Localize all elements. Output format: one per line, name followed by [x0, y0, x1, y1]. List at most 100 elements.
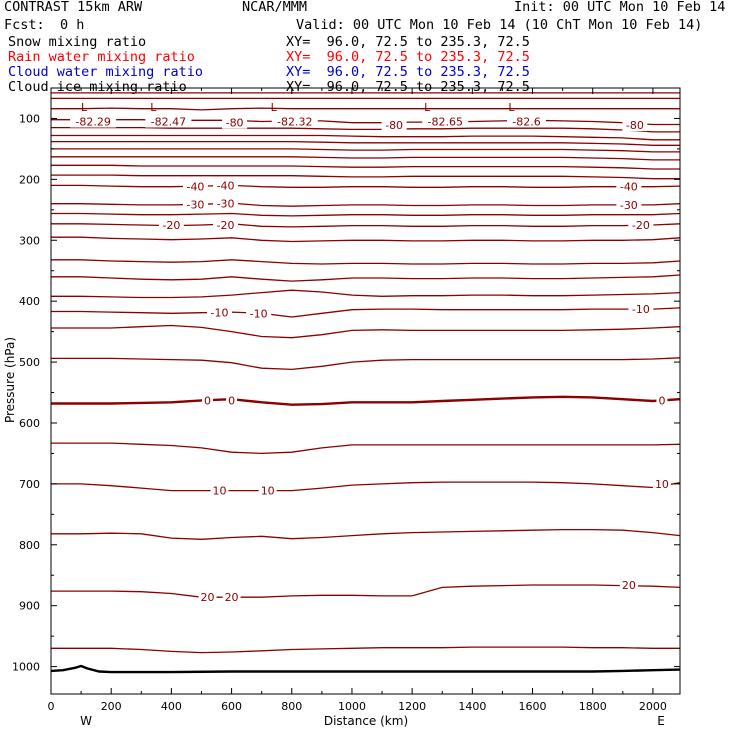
x-axis-end-right: E [657, 714, 665, 728]
contour-label-bg [222, 115, 248, 129]
field-label-cloud-water: Cloud water mixing ratio [8, 64, 204, 80]
contour-label: 10 [213, 485, 227, 498]
contour-label: 20 [622, 579, 636, 592]
field-label-cloud-ice: Cloud ice mixing ratio [8, 79, 187, 95]
y-tick-label: 200 [19, 173, 40, 186]
low-marker: L [271, 101, 278, 114]
contour-label-bg [222, 590, 241, 604]
contour-label: -40 [620, 181, 638, 194]
plot-frame [50, 87, 681, 695]
contour-label: -30 [186, 198, 204, 211]
forecast-label: Fcst: [4, 17, 45, 33]
x-tick-label: 1600 [519, 700, 547, 713]
y-tick-label: 1000 [12, 661, 40, 674]
contour-label: -82.6 [512, 115, 540, 128]
contour-label-bg [616, 197, 642, 211]
contour-label-bg [628, 218, 654, 232]
contour-line [51, 324, 681, 339]
x-axis: 0 200 400 600 800 1000 1200 1400 1600 1800 2000 [48, 88, 667, 713]
x-axis-end-left: W [80, 714, 92, 728]
contour-label: -10 [632, 303, 650, 316]
field-label-rain: Rain water mixing ratio [8, 49, 195, 65]
field-xy-cloud-ice: XY= 96.0, 72.5 to 235.3, 72.5 [286, 79, 530, 95]
x-tick-label: 200 [101, 700, 122, 713]
chart-title: CONTRAST 15km ARW [4, 0, 143, 15]
low-marker: L [508, 101, 515, 114]
terrain-surface [50, 664, 681, 674]
contour-line [51, 156, 680, 161]
contour-line [51, 184, 681, 188]
contour-label: -10 [211, 307, 229, 320]
contour-label: -82.32 [277, 115, 312, 128]
x-tick-label: 1800 [579, 700, 607, 713]
contour-line [51, 307, 681, 318]
contour-label: 10 [655, 478, 669, 491]
contour-label: -20 [632, 219, 650, 232]
x-tick-label: 1200 [398, 700, 426, 713]
y-tick-label: 400 [19, 295, 40, 308]
x-tick-label: 600 [221, 700, 242, 713]
contour-label: -80 [385, 119, 403, 132]
contour-line [51, 357, 681, 371]
contour-label-bg [213, 196, 239, 210]
contour-label: 0 [228, 394, 235, 407]
contour-label-bg [201, 393, 213, 407]
contour-line [51, 584, 681, 598]
contour-line [51, 395, 681, 406]
contour-line [51, 259, 681, 265]
contour-label: -30 [620, 199, 638, 212]
contour-label-bg [619, 577, 638, 591]
contour-line [51, 148, 680, 153]
contour-line [51, 274, 681, 282]
contour-line [51, 212, 681, 217]
contour-label-bg [158, 218, 184, 232]
valid-time: Valid: 00 UTC Mon 10 Feb 14 (10 ChT Mon … [296, 17, 703, 33]
low-marker: L [424, 101, 431, 114]
contour-line [51, 119, 680, 126]
contour-label-bg [271, 114, 318, 128]
field-xy-rain: XY= 96.0, 72.5 to 235.3, 72.5 [286, 49, 530, 65]
contour-labels: -82.29 -82.47 -80 -82.32 -80 -82.65 -82.6 -80 -4… [70, 114, 671, 604]
contour-label-bg [258, 483, 277, 497]
contour-line [51, 646, 680, 654]
contour-line [51, 481, 681, 492]
x-tick-label: 1400 [458, 700, 486, 713]
contour-line [51, 528, 681, 540]
contour-label: 10 [261, 485, 275, 498]
y-tick-label: 300 [19, 234, 40, 247]
init-time: Init: 00 UTC Mon 10 Feb 14 [514, 0, 726, 15]
low-marker: L [150, 101, 157, 114]
contour-label-bg [507, 114, 547, 128]
y-tick-label: 100 [19, 112, 40, 125]
terrain-line [50, 664, 681, 674]
contour-label-bg [422, 114, 469, 128]
contour-label: -10 [250, 307, 268, 320]
contour-label: -20 [162, 219, 180, 232]
forecast-hour: 0 h [60, 17, 85, 33]
contour-label-bg [628, 302, 654, 316]
contour-label-bg [226, 393, 238, 407]
contour-label-bg [381, 118, 407, 132]
y-tick-label: 700 [19, 478, 40, 491]
field-xy-cloud-water: XY= 96.0, 72.5 to 235.3, 72.5 [286, 64, 530, 80]
contour-line [51, 164, 680, 170]
contour-label: -80 [226, 117, 244, 130]
contour-line [51, 126, 680, 133]
x-tick-label: 2000 [639, 700, 667, 713]
contour-line [51, 107, 680, 111]
low-marker: L [81, 101, 88, 114]
center-label: NCAR/MMM [242, 0, 308, 15]
y-tick-label: 800 [19, 539, 40, 552]
contour-line [51, 289, 681, 299]
x-tick-label: 1000 [338, 700, 366, 713]
x-tick-label: 0 [48, 700, 55, 713]
contour-label: -80 [626, 119, 644, 132]
contour-label-bg [616, 179, 642, 193]
contour-line [51, 140, 680, 146]
contour-label-bg [652, 476, 671, 490]
contour-label-bg [622, 118, 648, 132]
contour-label: 0 [204, 394, 211, 407]
contour-line [51, 236, 681, 243]
field-xy-snow: XY= 96.0, 72.5 to 235.3, 72.5 [286, 34, 530, 50]
